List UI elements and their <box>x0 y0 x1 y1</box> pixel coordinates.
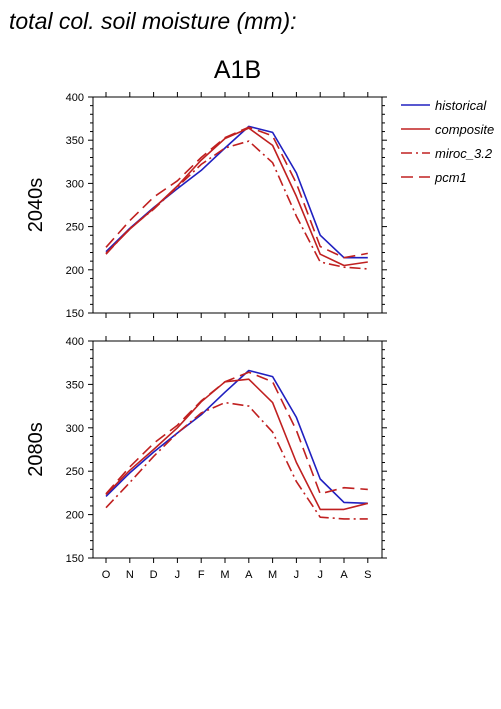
x-tick-label: J <box>294 569 300 581</box>
y-tick-label: 200 <box>66 510 84 522</box>
x-tick-label: D <box>150 569 158 581</box>
legend-label: composite <box>435 122 494 137</box>
x-tick-label: S <box>364 569 371 581</box>
y-tick-label: 150 <box>66 308 84 320</box>
series-line-historical <box>105 369 368 505</box>
y-tick-label: 350 <box>66 135 84 147</box>
panel-2040s: 150 200 250 300 350 400 2040s <box>25 92 387 320</box>
y-tick-label: 300 <box>66 423 84 435</box>
x-tick-label: A <box>340 569 348 581</box>
x-tick-label: M <box>220 569 229 581</box>
series-line-pcm1 <box>105 126 368 259</box>
series-line-historical <box>105 125 368 259</box>
series-line-miroc-3-2 <box>105 140 368 270</box>
panel-label: 2040s <box>25 178 47 233</box>
x-tick-label: N <box>126 569 134 581</box>
panel-2080s: 150 200 250 300 350 400 O N D J F M A M J J A S 2080s <box>25 336 387 581</box>
x-tick-label: A <box>245 569 253 581</box>
figure-title: total col. soil moisture (mm): <box>9 8 297 34</box>
y-tick-label: 150 <box>66 553 84 565</box>
plot-frame <box>92 340 383 559</box>
series-line-composite <box>105 378 368 511</box>
scenario-title: A1B <box>213 56 262 84</box>
y-tick-label: 400 <box>66 92 84 104</box>
series-line-composite <box>105 127 368 267</box>
x-tick-label: J <box>175 569 181 581</box>
panel-label: 2080s <box>25 422 47 477</box>
x-tick-label: F <box>198 569 205 581</box>
x-tick-label: J <box>317 569 323 581</box>
y-tick-label: 300 <box>66 178 84 190</box>
y-tick-label: 350 <box>66 379 84 391</box>
y-tick-label: 200 <box>66 265 84 277</box>
plot-frame <box>92 96 383 314</box>
y-tick-label: 250 <box>66 222 84 234</box>
series-line-miroc-3-2 <box>105 401 368 520</box>
series-line-pcm1 <box>105 371 368 495</box>
legend-label: miroc_3.2 <box>435 146 493 161</box>
x-tick-label: O <box>102 569 111 581</box>
legend-label: historical <box>435 98 487 113</box>
y-tick-label: 400 <box>66 336 84 348</box>
x-tick-label: M <box>268 569 277 581</box>
legend-label: pcm1 <box>434 170 467 185</box>
y-tick-label: 250 <box>66 466 84 478</box>
legend: historical composite miroc_3.2 pcm1 <box>401 98 494 185</box>
